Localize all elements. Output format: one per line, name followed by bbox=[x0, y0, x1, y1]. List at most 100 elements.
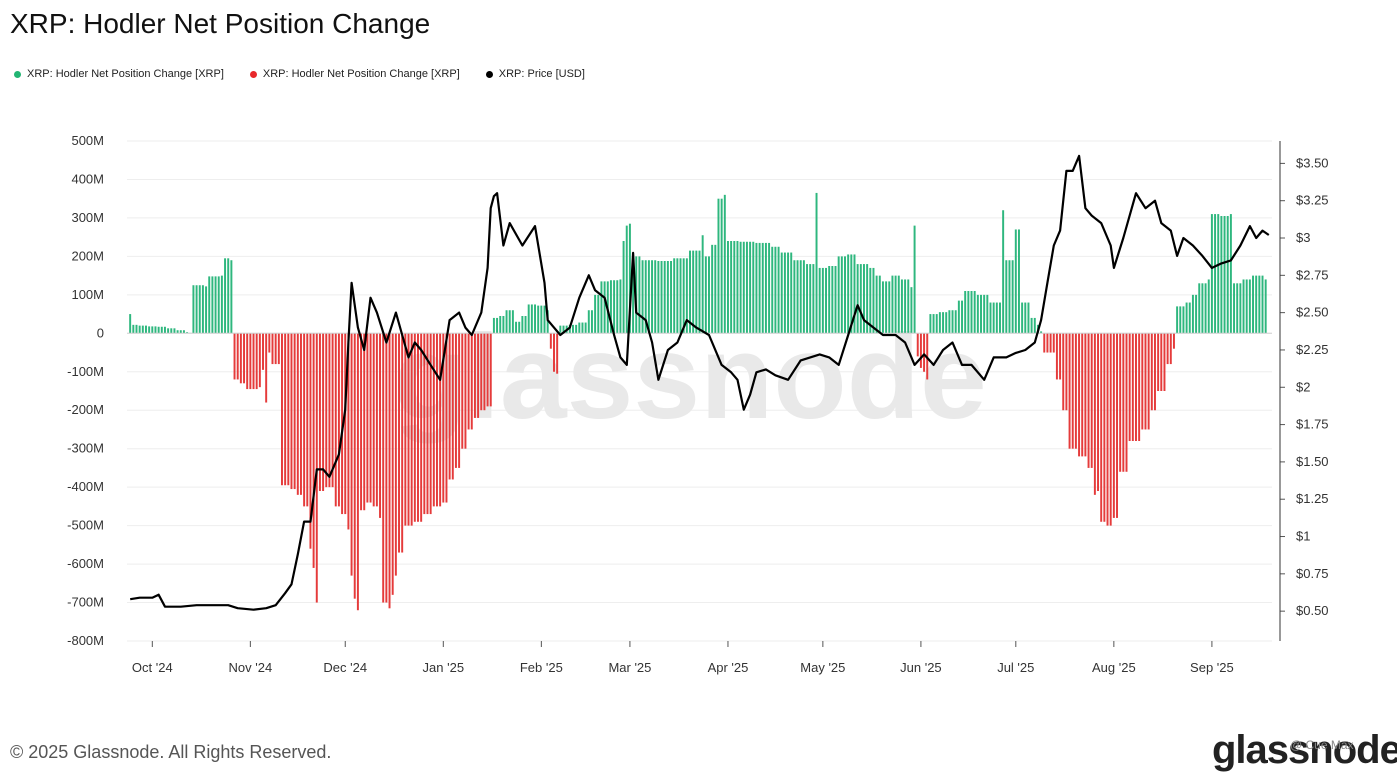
bar-positive bbox=[831, 266, 834, 334]
bar-positive bbox=[1182, 306, 1185, 334]
bar-positive bbox=[1201, 283, 1204, 334]
bar-positive bbox=[1264, 279, 1267, 334]
bar-positive bbox=[1017, 229, 1020, 334]
bar-positive bbox=[508, 310, 511, 334]
bar-positive bbox=[201, 285, 204, 334]
bar-positive bbox=[720, 198, 723, 334]
bar-positive bbox=[815, 192, 818, 334]
bar-positive bbox=[644, 260, 647, 334]
bar-negative bbox=[1169, 333, 1172, 365]
bar-negative bbox=[417, 333, 419, 522]
y-left-tick-label: -100M bbox=[67, 364, 104, 379]
bar-negative bbox=[1141, 333, 1144, 430]
bar-negative bbox=[1043, 333, 1046, 353]
legend-label-price: XRP: Price [USD] bbox=[498, 68, 585, 80]
bar-negative bbox=[382, 333, 385, 603]
footer-logo: glassnode bbox=[1212, 728, 1397, 772]
axes-group: 500M 400M 300M 200M 100M 0 -100M -200M -300M -400… bbox=[67, 133, 1328, 675]
bar-negative bbox=[287, 333, 290, 486]
bar-positive bbox=[1252, 275, 1255, 334]
bar-positive bbox=[806, 264, 809, 334]
x-tick-label: Apr '25 bbox=[708, 660, 749, 675]
bar-positive bbox=[1242, 279, 1245, 334]
bar-negative bbox=[366, 333, 369, 503]
legend-dot-black bbox=[485, 70, 493, 78]
legend-item-positive[interactable]: XRP: Hodler Net Position Change [XRP] bbox=[14, 68, 224, 80]
bar-positive bbox=[1207, 279, 1210, 334]
bar-positive bbox=[616, 280, 619, 334]
bar-negative bbox=[1172, 333, 1175, 349]
bar-negative bbox=[1119, 333, 1122, 472]
bar-negative bbox=[281, 333, 283, 486]
bar-positive bbox=[885, 281, 888, 334]
bar-positive bbox=[957, 300, 960, 334]
y-left-tick-label: 200M bbox=[71, 248, 104, 263]
bar-positive bbox=[935, 314, 938, 334]
bar-positive bbox=[745, 241, 748, 334]
legend-dot-red bbox=[249, 70, 257, 78]
bar-positive bbox=[875, 275, 878, 334]
bar-positive bbox=[492, 317, 495, 334]
bar-negative bbox=[413, 333, 416, 522]
bar-positive bbox=[938, 312, 941, 334]
bar-positive bbox=[1188, 302, 1191, 334]
bar-negative bbox=[318, 333, 321, 491]
bar-positive bbox=[764, 242, 767, 334]
bar-positive bbox=[572, 324, 574, 334]
bar-positive bbox=[192, 285, 195, 334]
bar-negative bbox=[1078, 333, 1081, 457]
price-line-group bbox=[130, 154, 1270, 611]
bar-positive bbox=[575, 324, 578, 334]
bar-negative bbox=[1128, 333, 1131, 441]
bar-positive bbox=[1248, 279, 1251, 334]
bar-negative bbox=[467, 333, 470, 430]
bar-positive bbox=[755, 242, 758, 334]
bar-positive bbox=[802, 260, 805, 334]
bar-positive bbox=[625, 225, 628, 334]
bar-positive bbox=[502, 316, 505, 334]
bar-negative bbox=[309, 333, 312, 549]
bar-negative bbox=[1081, 333, 1084, 457]
bar-negative bbox=[448, 333, 451, 480]
bar-positive bbox=[581, 322, 584, 334]
bar-positive bbox=[749, 241, 752, 334]
y-right-tick-label: $1.50 bbox=[1296, 454, 1329, 469]
bar-positive bbox=[230, 260, 233, 334]
bar-negative bbox=[331, 333, 334, 488]
bar-positive bbox=[1179, 306, 1182, 334]
bar-negative bbox=[347, 333, 350, 530]
bar-negative bbox=[435, 333, 438, 507]
bar-negative bbox=[451, 333, 454, 480]
bar-negative bbox=[369, 333, 372, 503]
y-left-tick-label: -600M bbox=[67, 556, 104, 571]
bar-negative bbox=[923, 333, 926, 372]
legend-label-negative: XRP: Hodler Net Position Change [XRP] bbox=[262, 68, 460, 80]
bar-positive bbox=[141, 325, 144, 334]
bar-positive bbox=[657, 261, 660, 334]
bar-negative bbox=[1093, 333, 1096, 495]
bar-positive bbox=[1024, 302, 1027, 334]
bar-positive bbox=[964, 291, 967, 334]
bar-negative bbox=[432, 333, 435, 507]
bar-negative bbox=[236, 333, 239, 380]
bar-negative bbox=[470, 333, 473, 430]
bar-negative bbox=[322, 333, 325, 491]
bar-positive bbox=[1191, 294, 1194, 334]
bar-negative bbox=[341, 333, 344, 515]
bar-positive bbox=[828, 266, 831, 334]
bar-positive bbox=[148, 326, 151, 334]
bar-positive bbox=[584, 322, 587, 334]
bar-positive bbox=[717, 198, 720, 334]
legend-item-price[interactable]: XRP: Price [USD] bbox=[485, 68, 585, 80]
bar-negative bbox=[553, 333, 555, 372]
bar-positive bbox=[1033, 317, 1036, 334]
bar-positive bbox=[888, 281, 891, 334]
x-tick-label: Aug '25 bbox=[1092, 660, 1136, 675]
bar-negative bbox=[1138, 333, 1141, 441]
x-tick-label: Jul '25 bbox=[997, 660, 1034, 675]
bar-negative bbox=[1074, 333, 1077, 449]
bar-negative bbox=[556, 333, 559, 374]
bar-positive bbox=[840, 256, 843, 334]
bar-positive bbox=[527, 304, 530, 334]
legend-item-negative[interactable]: XRP: Hodler Net Position Change [XRP] bbox=[249, 68, 460, 80]
